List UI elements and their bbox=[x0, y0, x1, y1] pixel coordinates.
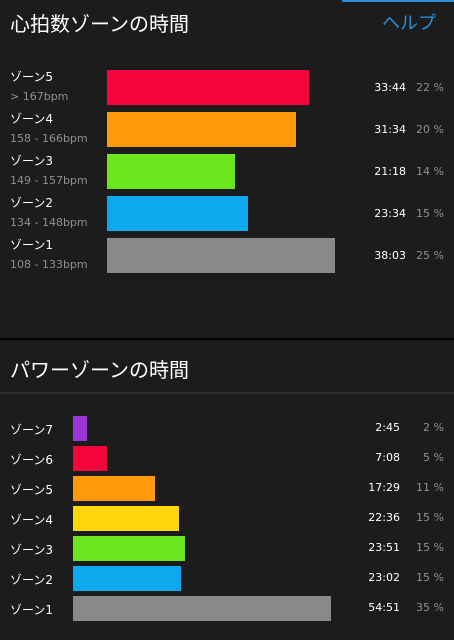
zone-percent: 22 % bbox=[416, 81, 444, 94]
help-link[interactable]: ヘルプ bbox=[382, 13, 436, 34]
zone-time: 31:34 bbox=[374, 123, 406, 136]
zone-percent: 15 % bbox=[416, 207, 444, 220]
zone-label: ゾーン7 bbox=[10, 423, 54, 437]
zone-percent: 25 % bbox=[416, 249, 444, 262]
zone-range: 149 - 157bpm bbox=[10, 174, 88, 187]
zone-bar bbox=[73, 566, 181, 591]
zone-time: 23:02 bbox=[368, 571, 400, 584]
zone-time: 54:51 bbox=[368, 601, 400, 614]
zone-label: ゾーン3 bbox=[10, 543, 54, 557]
zone-time: 7:08 bbox=[375, 451, 400, 464]
zone-time: 2:45 bbox=[375, 421, 400, 434]
zone-percent: 15 % bbox=[416, 541, 444, 554]
zone-label: ゾーン6 bbox=[10, 453, 54, 467]
zone-percent: 11 % bbox=[416, 481, 444, 494]
zone-label: ゾーン2 bbox=[10, 196, 54, 210]
zone-time: 23:34 bbox=[374, 207, 406, 220]
zone-range: 158 - 166bpm bbox=[10, 132, 88, 145]
zone-bar bbox=[73, 596, 331, 621]
zone-label: ゾーン3 bbox=[10, 154, 54, 168]
zone-bar bbox=[73, 536, 185, 561]
zone-bar bbox=[107, 112, 296, 147]
zone-time: 22:36 bbox=[368, 511, 400, 524]
zone-bar bbox=[107, 238, 335, 273]
zone-bar bbox=[73, 506, 179, 531]
power-zone-title: パワーゾーンの時間 bbox=[10, 358, 189, 382]
zone-percent: 5 % bbox=[423, 451, 444, 464]
heart-rate-zone-title: 心拍数ゾーンの時間 bbox=[10, 12, 189, 36]
zone-label: ゾーン1 bbox=[10, 238, 54, 252]
zone-range: > 167bpm bbox=[10, 90, 69, 103]
power-zone-panel: パワーゾーンの時間 ゾーン7 2:45 2 % ゾーン6 7:08 5 % ゾーン5 17:2… bbox=[0, 340, 454, 640]
zone-percent: 14 % bbox=[416, 165, 444, 178]
zone-time: 23:51 bbox=[368, 541, 400, 554]
heart-rate-zone-panel: 心拍数ゾーンの時間 ヘルプ ゾーン5 > 167bpm 33:44 22 % ゾーン4 1… bbox=[0, 0, 454, 338]
zone-percent: 20 % bbox=[416, 123, 444, 136]
zone-bar bbox=[73, 446, 107, 471]
zone-range: 134 - 148bpm bbox=[10, 216, 88, 229]
zone-percent: 35 % bbox=[416, 601, 444, 614]
zone-percent: 15 % bbox=[416, 571, 444, 584]
zone-bar bbox=[73, 476, 155, 501]
zone-label: ゾーン5 bbox=[10, 483, 54, 497]
power-zone-divider bbox=[0, 392, 454, 394]
zone-label: ゾーン4 bbox=[10, 112, 54, 126]
zone-time: 21:18 bbox=[374, 165, 406, 178]
zone-bar bbox=[107, 70, 309, 105]
zone-range: 108 - 133bpm bbox=[10, 258, 88, 271]
zone-time: 38:03 bbox=[374, 249, 406, 262]
zone-percent: 15 % bbox=[416, 511, 444, 524]
zone-time: 33:44 bbox=[374, 81, 406, 94]
zone-time: 17:29 bbox=[368, 481, 400, 494]
zone-bar bbox=[107, 154, 235, 189]
zone-label: ゾーン2 bbox=[10, 573, 54, 587]
zone-label: ゾーン5 bbox=[10, 70, 54, 84]
zone-percent: 2 % bbox=[423, 421, 444, 434]
tab-accent-line bbox=[342, 0, 454, 2]
zone-label: ゾーン1 bbox=[10, 603, 54, 617]
zone-label: ゾーン4 bbox=[10, 513, 54, 527]
zone-bar bbox=[107, 196, 248, 231]
zone-bar bbox=[73, 416, 87, 441]
